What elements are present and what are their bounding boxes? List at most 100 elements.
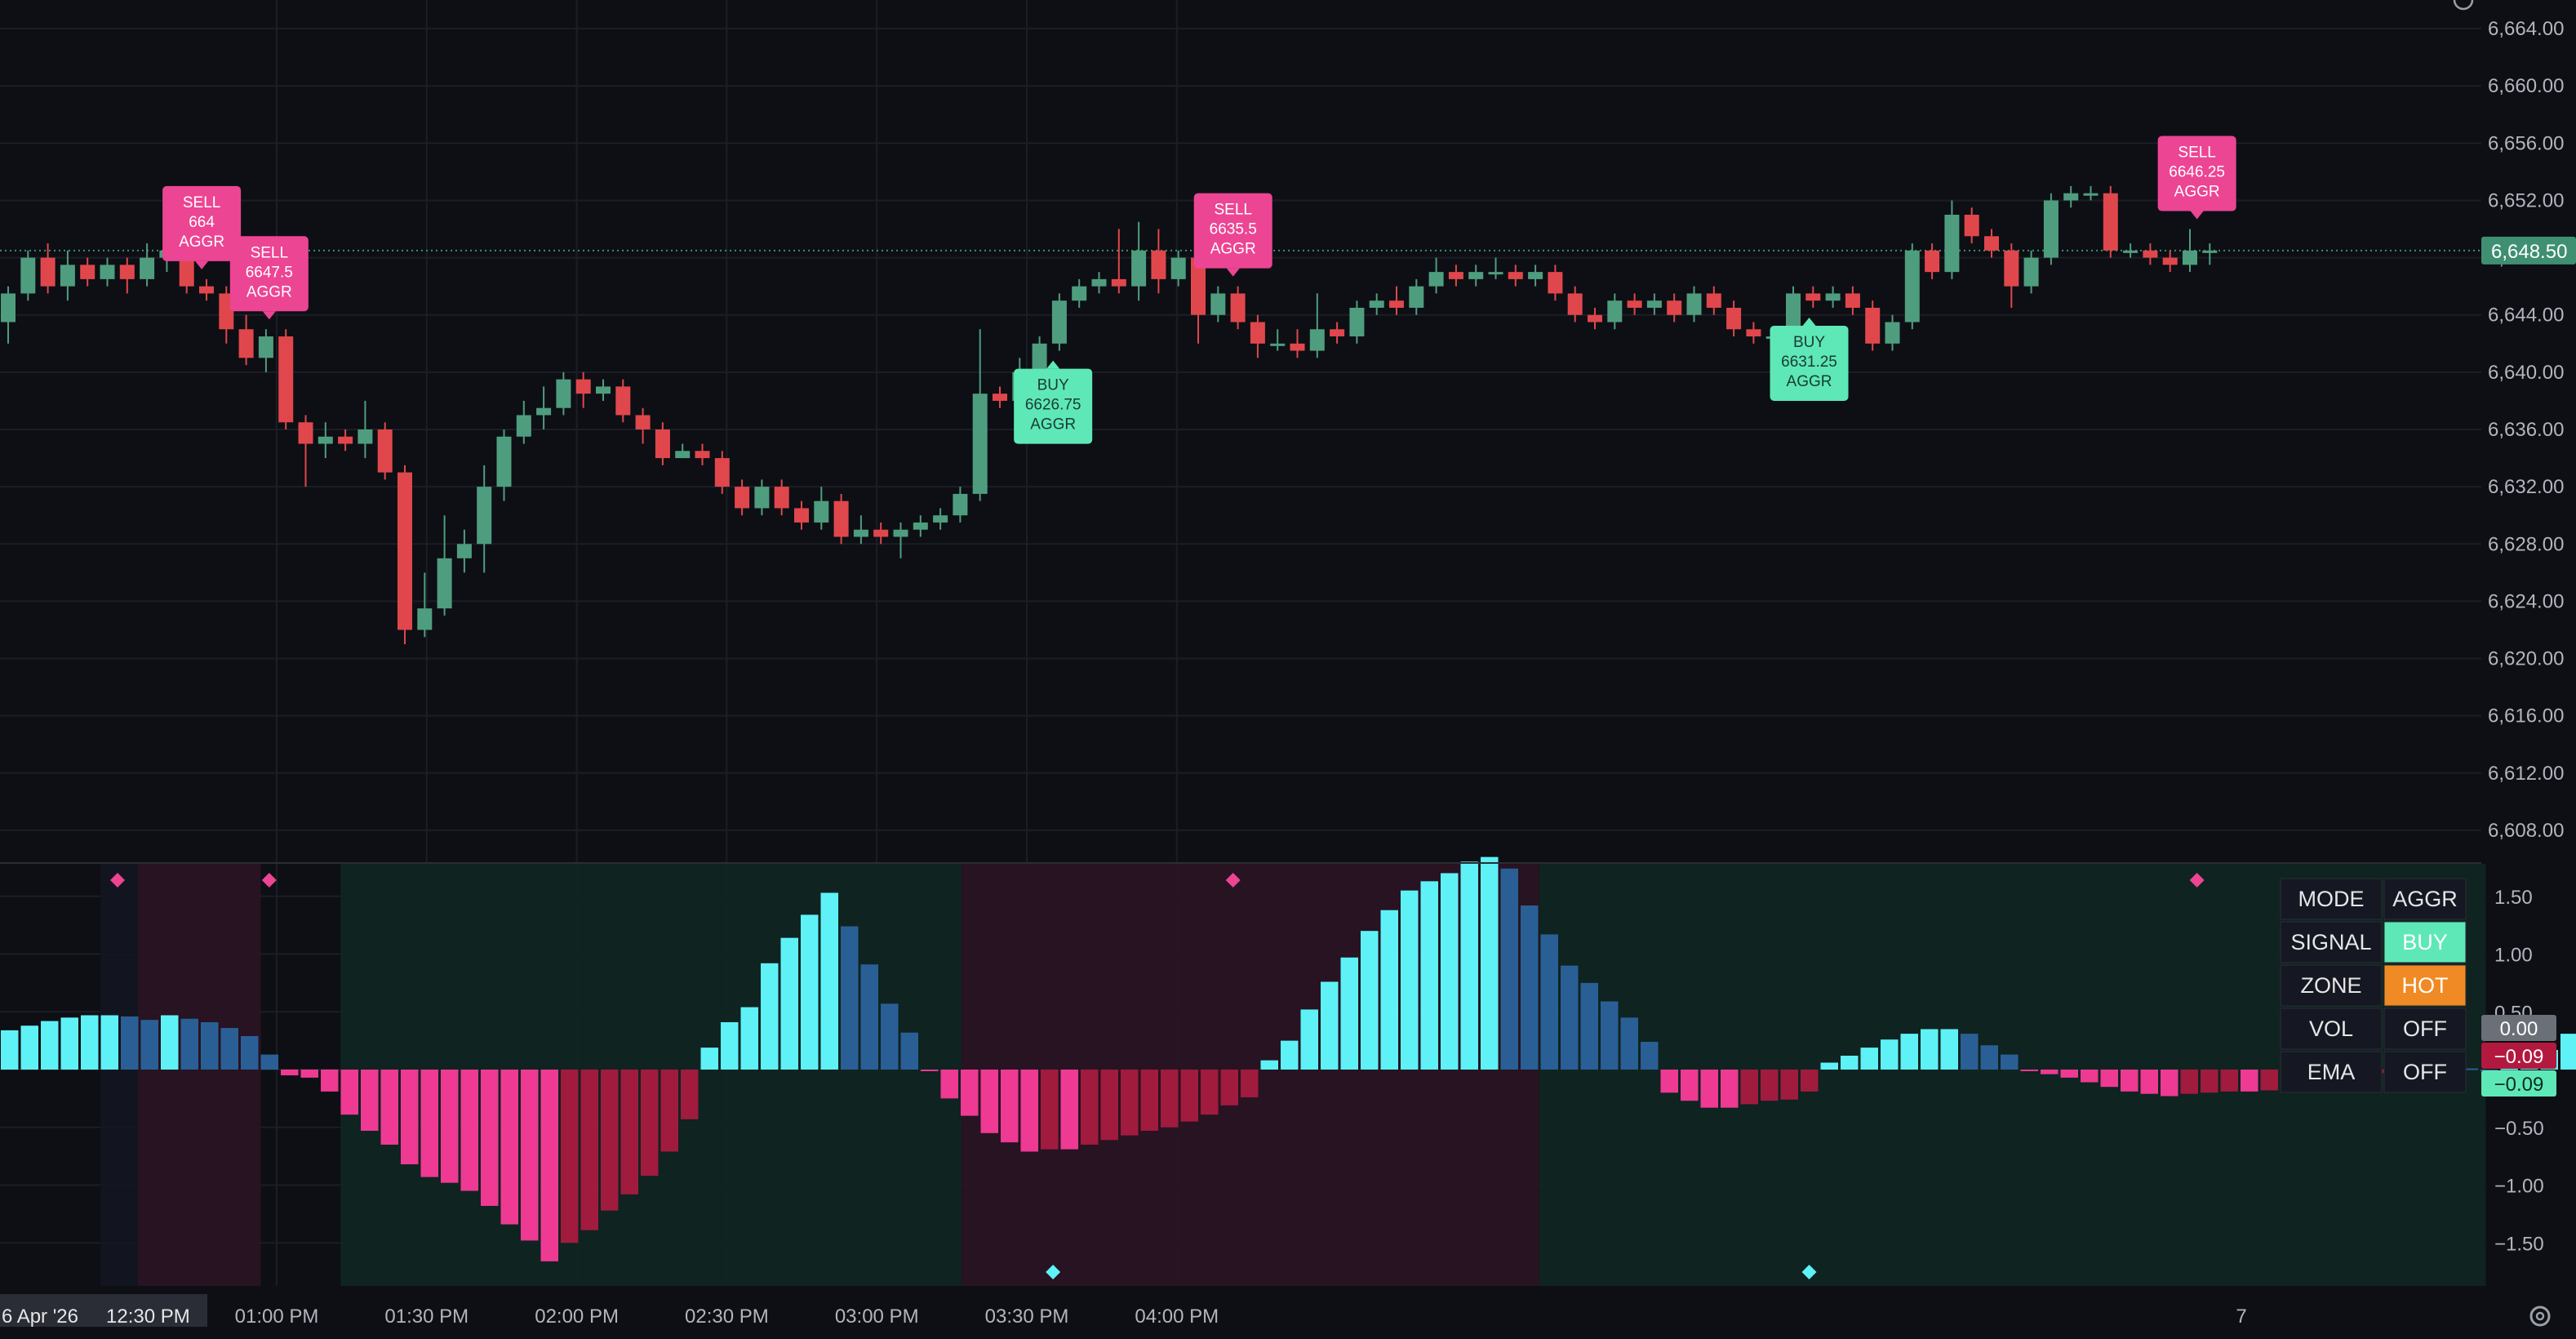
sell-signal-label[interactable]: SELL 6646.25 AGGR [2157, 136, 2236, 220]
histogram-bar [1700, 1070, 1718, 1108]
status-value-cell [2383, 1051, 2467, 1093]
histogram-bar [561, 1070, 579, 1243]
candle-body [1349, 307, 1365, 337]
histogram-bar [521, 1070, 539, 1241]
osc-value-tag[interactable] [2481, 1015, 2556, 1041]
time-axis[interactable]: 6 Apr '26 12:30 PM 01:00 PM 01:30 PM 02:00 P… [0, 1294, 2247, 1328]
current-price-tag[interactable] [2481, 236, 2576, 265]
candle-body [833, 500, 849, 537]
candle-body [358, 429, 373, 444]
status-table: MODE AGGR SIGNAL BUY ZONE HOT VOL OFF EMA OFF [2280, 878, 2467, 1093]
oscillator-axis[interactable]: 1.501.000.50−0.50−1.00−1.500.00−0.09−0.0… [2481, 887, 2556, 1256]
signal-mode: AGGR [2174, 184, 2220, 201]
histogram-bar [1641, 1042, 1659, 1070]
histogram-bar [441, 1070, 459, 1183]
candle-body [2043, 200, 2059, 258]
candle-body [873, 529, 889, 537]
candle-body [1944, 215, 1960, 273]
candle-body [1468, 272, 1484, 279]
sell-diamond [2189, 873, 2205, 887]
price-axis[interactable]: 6,664.006,660.006,656.006,652.006,648.00… [2481, 18, 2576, 842]
settings-gear-icon[interactable] [2529, 1306, 2551, 1327]
histogram-bar [1220, 1070, 1238, 1105]
candle-body [1686, 293, 1702, 315]
osc-tick-label: −1.50 [2494, 1233, 2544, 1255]
osc-value-text: −0.09 [2494, 1046, 2544, 1068]
histogram-bar [1161, 1070, 1179, 1128]
candle-body [1885, 322, 1900, 344]
histogram-bar [1761, 1070, 1779, 1101]
histogram-bar [2100, 1070, 2118, 1088]
candle-body [1667, 300, 1682, 315]
crosshair-time-tag[interactable] [0, 1294, 207, 1327]
candle-body [1091, 278, 1107, 287]
candle-body [1448, 272, 1463, 279]
candle-body [1170, 257, 1186, 279]
candle-body [893, 529, 908, 537]
histogram-bar [1241, 1070, 1259, 1097]
histogram-bar [961, 1070, 979, 1116]
candle-body [60, 265, 75, 287]
histogram-bar [1721, 1070, 1739, 1108]
sell-signal-label[interactable]: SELL 664 AGGR [162, 185, 242, 269]
osc-value-tag[interactable] [2481, 1043, 2556, 1069]
buy-signal-label[interactable]: BUY 6631.25 AGGR [1770, 317, 1849, 401]
histogram-bar [1780, 1070, 1798, 1100]
histogram-bar [1300, 1009, 1318, 1070]
candle-body [1111, 278, 1126, 287]
candle-body [1746, 329, 1761, 337]
sell-signal-label[interactable]: SELL 6635.5 AGGR [1193, 193, 1272, 277]
signal-pointer [1046, 360, 1060, 369]
clock-icon[interactable] [2453, 0, 2474, 11]
signal-side: BUY [1037, 377, 1069, 394]
histogram-bar [180, 1018, 198, 1070]
histogram-bar [241, 1035, 259, 1070]
candle-body [953, 493, 968, 516]
candle-body [1627, 300, 1642, 308]
status-value-cell [2383, 921, 2467, 963]
candle-body [794, 508, 809, 523]
histogram-bar [980, 1070, 998, 1133]
candle-body [1528, 272, 1543, 279]
time-tick-label: 04:00 PM [1135, 1306, 1219, 1328]
buy-signal-label[interactable]: BUY 6626.75 AGGR [1014, 360, 1093, 444]
time-tick-label: 01:30 PM [384, 1306, 469, 1328]
histogram-bar [361, 1070, 379, 1131]
candle-body [80, 265, 95, 279]
time-tick-label: 03:00 PM [835, 1306, 919, 1328]
sell-signal-label[interactable]: SELL 6647.5 AGGR [229, 236, 309, 320]
histogram-bar [1481, 856, 1499, 1070]
candle-body [1309, 329, 1325, 351]
histogram-bar [2140, 1070, 2158, 1094]
histogram-bar [321, 1070, 339, 1092]
time-tick-label: 7 [2236, 1306, 2246, 1328]
status-row-ema: EMA OFF [2280, 1051, 2467, 1093]
status-key-cell [2280, 1051, 2383, 1093]
candle-body [1567, 293, 1583, 315]
candle-body [1250, 322, 1265, 344]
histogram-bar [860, 964, 878, 1070]
signal-mode: AGGR [246, 283, 292, 300]
histogram-bar [201, 1021, 219, 1070]
histogram-bar [340, 1070, 358, 1115]
candle-body [2103, 193, 2118, 251]
status-key: SIGNAL [2290, 930, 2371, 954]
current-price-label: 6,648.50 [2491, 241, 2567, 263]
candle-body [575, 379, 591, 394]
status-value-cell [2383, 878, 2467, 920]
candle-body [695, 451, 710, 459]
histogram-bar [1260, 1060, 1278, 1070]
histogram-bar [2260, 1070, 2278, 1091]
histogram-bar [801, 914, 819, 1070]
signal-box [2157, 136, 2236, 211]
candle-body [1508, 272, 1523, 279]
status-value: OFF [2403, 1060, 2447, 1084]
candle-body [1389, 300, 1404, 308]
candle-body [119, 265, 135, 279]
candle-body [140, 257, 155, 279]
osc-value-tag[interactable] [2481, 1070, 2556, 1097]
candle-body [2162, 257, 2178, 265]
zone-neutral [100, 864, 138, 1286]
candle-body [635, 415, 651, 429]
